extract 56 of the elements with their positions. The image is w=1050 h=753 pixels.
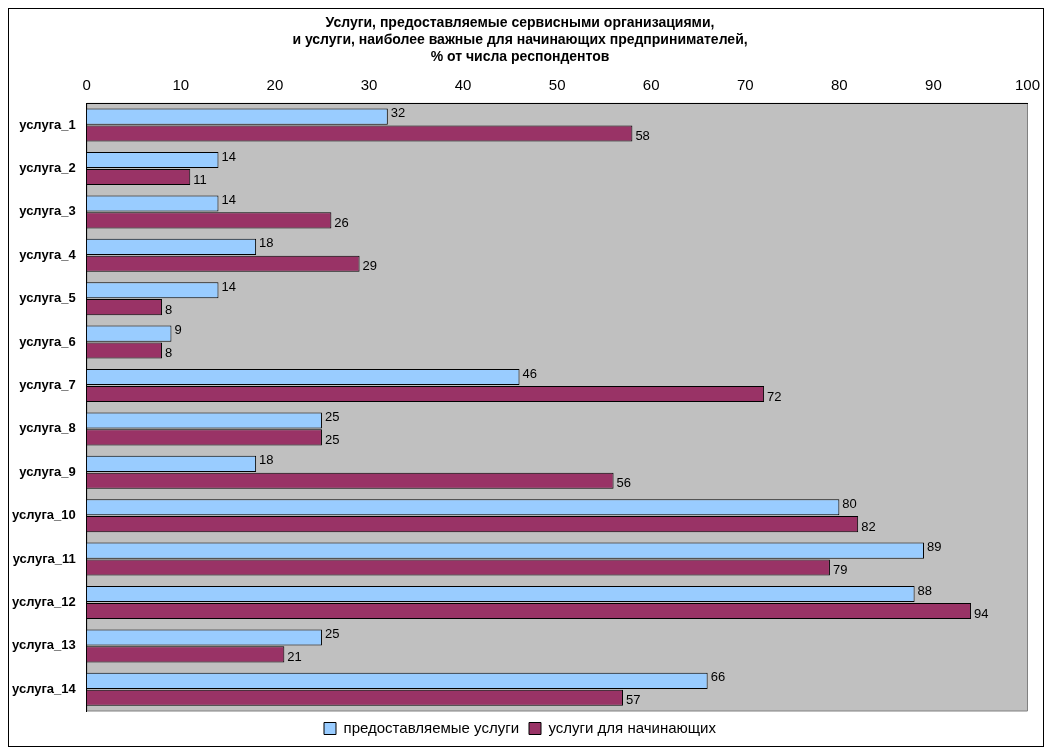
data-label: 11 [193, 171, 207, 187]
x-tick-label: 90 [925, 75, 942, 93]
y-tick-label: услуга_4 [19, 246, 77, 262]
x-tick-label: 70 [736, 75, 754, 93]
data-label: 25 [324, 431, 340, 447]
legend-label: предоставляемые услуги [343, 718, 520, 736]
data-label: 89 [927, 539, 942, 555]
data-label: 14 [221, 148, 236, 164]
data-label: 18 [259, 235, 274, 251]
y-tick-label: услуга_13 [11, 637, 76, 653]
y-tick-label: услуга_12 [11, 594, 76, 610]
data-label: 94 [974, 605, 989, 621]
data-label: 25 [324, 626, 340, 642]
x-tick-label: 30 [360, 75, 378, 93]
y-tick-label: услуга_11 [12, 550, 76, 566]
y-tick-label: услуга_7 [19, 377, 76, 393]
data-label: 56 [616, 475, 632, 491]
data-label: 8 [165, 345, 173, 361]
data-label: 9 [174, 322, 182, 338]
legend-label: услуги для начинающих [548, 718, 717, 736]
data-label: 72 [767, 388, 782, 404]
y-tick-label: услуга_10 [11, 507, 76, 523]
data-label: 88 [917, 582, 933, 598]
data-label: 82 [861, 518, 876, 534]
data-label: 21 [287, 648, 302, 664]
data-label: 66 [710, 669, 726, 685]
chart-title: Услуги, предоставляемые сервисными организациями, и услуги, наиболее важные для начинающих предпринимателей, % от числа респондентов [292, 14, 748, 64]
data-label: 26 [334, 214, 349, 230]
data-label: 14 [221, 278, 236, 294]
data-label: 14 [221, 192, 236, 208]
y-tick-label: услуга_2 [19, 160, 76, 176]
data-label: 57 [625, 692, 641, 708]
y-tick-label: услуга_5 [19, 290, 76, 306]
y-tick-label: услуга_6 [19, 333, 76, 349]
x-tick-label: 60 [642, 75, 660, 93]
data-label: 80 [842, 495, 857, 511]
y-tick-label: услуга_14 [11, 680, 77, 696]
x-tick-label: 20 [266, 75, 284, 93]
data-label: 79 [832, 562, 848, 578]
x-tick-label: 50 [548, 75, 566, 93]
x-tick-label: 40 [454, 75, 472, 93]
data-label: 58 [635, 128, 650, 144]
y-tick-label: услуга_9 [19, 463, 76, 479]
x-tick-label: 0 [82, 75, 91, 93]
data-label: 32 [390, 105, 406, 121]
x-tick-label: 10 [172, 75, 190, 93]
y-tick-label: услуга_8 [19, 420, 76, 436]
x-tick-label: 80 [831, 75, 848, 93]
y-tick-label: услуга_1 [19, 116, 76, 132]
data-label: 25 [324, 409, 340, 425]
y-tick-label: услуга_3 [19, 203, 76, 219]
data-label: 29 [362, 258, 378, 274]
x-tick-label: 100 [1014, 75, 1040, 93]
data-label: 8 [165, 301, 173, 317]
data-label: 46 [522, 365, 537, 381]
data-label: 18 [259, 452, 274, 468]
